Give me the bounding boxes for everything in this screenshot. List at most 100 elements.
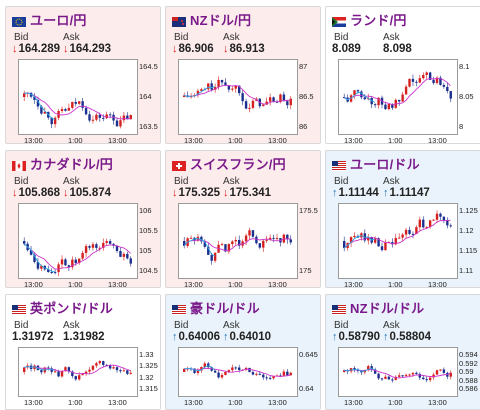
candlestick-plot [343,210,452,252]
price-chart[interactable] [338,203,458,279]
price-chart[interactable] [178,347,298,397]
candle [373,238,377,243]
ask-value: 8.098 [383,43,412,55]
us-flag-icon [12,302,26,315]
card-title[interactable]: ユーロ/円 [12,11,87,28]
candle [200,236,203,242]
candle [343,241,346,249]
ask-value: ↑0.64010 [223,331,272,343]
card-title[interactable]: NZドル/円 [172,11,252,28]
candle [262,374,265,378]
price-chart[interactable] [338,347,458,397]
candlestick-plot [343,71,452,111]
pair-name[interactable]: ユーロ/ドル [350,156,420,172]
bid-value: ↑1.11144 [332,187,379,199]
card-title[interactable]: ランド/円 [332,11,407,28]
candle [401,375,404,377]
y-tick-label: 86 [299,122,308,131]
price-chart[interactable] [338,59,458,135]
trend-arrow-icon: ↓ [223,187,229,199]
card-title[interactable]: 英ポンド/ドル [12,299,114,316]
candle [91,244,95,248]
trend-arrow-icon: ↑ [172,331,178,343]
candle [432,219,435,221]
candle [74,101,77,104]
candle [255,373,258,375]
pair-name[interactable]: 英ポンド/ドル [30,300,114,316]
pair-name[interactable]: ランド/円 [350,12,407,28]
candle [428,72,432,80]
candle [217,79,220,88]
candle [265,239,268,241]
candle [234,85,237,89]
price-chart[interactable] [178,203,298,279]
candle [384,242,387,251]
rate-card-zar-jpy[interactable]: ランド/円 Bid Ask 8.089 8.098 8.1 8.05 8 13:00 1… [325,6,480,144]
candle [384,376,387,379]
price-chart[interactable] [18,203,138,279]
ask-label: Ask [383,320,400,331]
candle [78,101,81,104]
moving-average-line [343,219,451,249]
rate-card-cad-jpy[interactable]: カナダドル/円 Bid Ask ↓105.868 ↓105.874 106 105… [5,150,161,288]
card-title[interactable]: カナダドル/円 [12,155,114,172]
candle [373,104,377,106]
card-title[interactable]: スイスフラン/円 [172,155,286,172]
candle [279,94,282,103]
price-chart[interactable] [178,59,298,135]
moving-average-line [23,243,131,270]
candle [129,115,132,120]
y-tick-label: 1.12 [459,226,474,235]
candle [210,83,213,90]
candle [353,90,356,96]
price-chart[interactable] [18,347,138,397]
candle [40,106,43,114]
trend-arrow-icon: ↓ [63,187,69,199]
candle [129,372,132,374]
short-average-line [343,91,376,103]
rate-card-eur-usd[interactable]: ユーロ/ドル Bid Ask ↑1.11144 ↑1.11147 1.125 1.… [325,150,480,288]
rate-card-nzd-jpy[interactable]: NZドル/円 Bid Ask ↓86.906 ↓86.913 87 86.5 86 1… [165,6,321,144]
candlestick-plot [183,361,292,381]
eu-flag-icon [12,14,26,27]
candle [248,230,251,236]
pair-name[interactable]: ユーロ/円 [30,12,87,28]
ask-label: Ask [383,176,400,187]
card-title[interactable]: ユーロ/ドル [332,155,420,172]
pair-name[interactable]: カナダドル/円 [30,156,114,172]
y-tick-label: 1.32 [139,372,154,382]
rate-card-gbp-usd[interactable]: 英ポンド/ドル Bid Ask 1.31972 1.31982 1.33 1.32… [5,294,161,410]
candle [241,93,244,102]
price-chart[interactable] [18,59,138,135]
candle [108,365,112,369]
candle [67,107,71,111]
bid-label: Bid [334,320,349,331]
moving-average-line [343,369,451,379]
x-tick-label: 13:00 [184,280,203,288]
candlestick-plot [183,227,292,265]
rate-card-chf-jpy[interactable]: スイスフラン/円 Bid Ask ↓175.325 ↓175.341 175.5… [165,150,321,288]
x-tick-label: 1:00 [68,280,83,288]
pair-name[interactable]: スイスフラン/円 [190,156,286,172]
y-tick-label: 0.594 [459,350,478,359]
candle [418,219,422,228]
moving-average-line [23,364,131,375]
candle [265,377,268,379]
candle [360,371,363,373]
candle [207,246,210,255]
x-tick-label: 13:00 [108,398,127,407]
candle [105,114,108,119]
y-tick-label: 8.1 [459,62,470,71]
card-title[interactable]: 豪ドル/ドル [172,299,260,316]
pair-name[interactable]: 豪ドル/ドル [190,300,260,316]
pair-name[interactable]: NZドル/円 [190,12,252,28]
candle [224,371,227,376]
ask-label: Ask [63,176,80,187]
rate-card-eur-jpy[interactable]: ユーロ/円 Bid Ask ↓164.289 ↓164.293 164.5 164… [5,6,161,144]
rate-card-nzd-usd[interactable]: NZドル/ドル Bid Ask ↑0.58790 ↑0.58804 0.594 0… [325,294,480,410]
y-tick-label: 0.645 [299,350,318,359]
rate-card-aud-usd[interactable]: 豪ドル/ドル Bid Ask ↑0.64006 ↑0.64010 0.645 0.… [165,294,321,410]
pair-name[interactable]: NZドル/ドル [350,300,425,316]
card-title[interactable]: NZドル/ドル [332,299,425,316]
candle [370,366,373,370]
